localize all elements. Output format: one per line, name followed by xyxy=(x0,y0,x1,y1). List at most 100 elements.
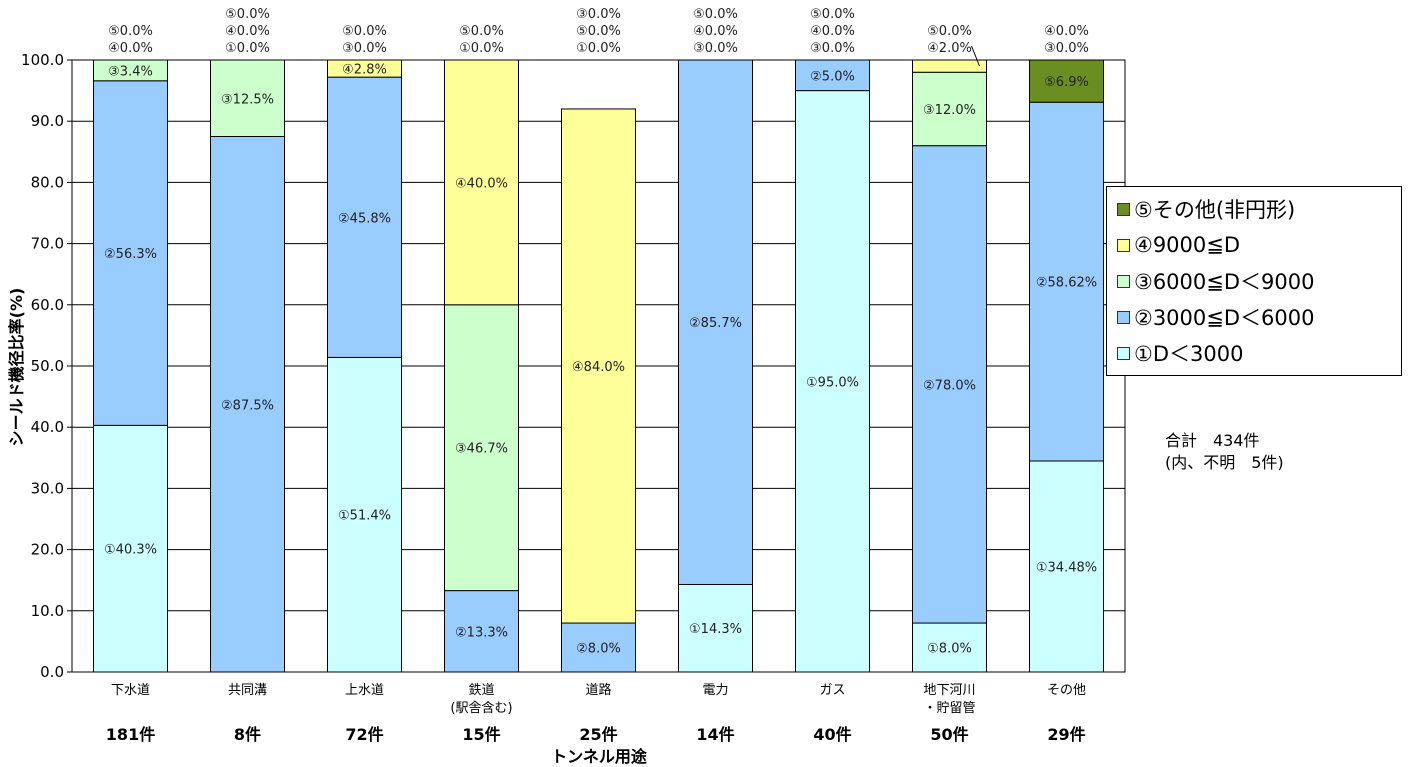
segment-label: ②78.0% xyxy=(923,378,976,393)
segment-label: ③3.4% xyxy=(108,64,153,79)
x-category-label: 地下河川 xyxy=(923,683,975,698)
y-tick-label: 80.0 xyxy=(31,173,64,191)
bar-segment xyxy=(327,59,402,78)
top-zero-label: ③0.0% xyxy=(576,7,621,22)
legend-item: ③6000≦D＜9000 xyxy=(1117,263,1391,299)
x-category-count: 25件 xyxy=(579,725,617,744)
x-category-label: 鉄道 xyxy=(468,683,494,698)
top-zero-label: ⑤0.0% xyxy=(693,7,738,22)
top-zero-label: ④0.0% xyxy=(693,24,738,39)
segment-label: ②87.5% xyxy=(221,398,274,413)
y-tick-label: 50.0 xyxy=(31,357,64,375)
legend-label: ④9000≦D xyxy=(1134,233,1241,257)
segment-label: ②56.3% xyxy=(104,247,157,262)
y-tick-label: 10.0 xyxy=(31,602,64,620)
legend-label: ⑤その他(非円形) xyxy=(1134,198,1296,222)
top-zero-label: ③0.0% xyxy=(342,41,387,56)
y-axis-title: シールド機径比率(%) xyxy=(7,288,26,447)
total-note: 合計 434件 (内、不明 5件) xyxy=(1165,430,1284,474)
legend-swatch xyxy=(1117,274,1130,288)
bar-segment xyxy=(444,304,519,592)
x-category-count: 72件 xyxy=(345,725,383,744)
top-zero-label: ③0.0% xyxy=(1044,41,1089,56)
segment-label: ②5.0% xyxy=(810,69,855,84)
legend: ⑤その他(非円形) ④9000≦D ③6000≦D＜9000 ②3000≦D＜6000… xyxy=(1106,186,1402,376)
top-zero-label: ⑤0.0% xyxy=(225,7,270,22)
legend-item: ④9000≦D xyxy=(1117,227,1391,263)
bar-segment xyxy=(912,622,987,673)
y-tick-label: 30.0 xyxy=(31,479,64,497)
segment-label: ①34.48% xyxy=(1036,560,1097,575)
x-category-label: 電力 xyxy=(702,683,728,698)
segment-label: ①40.3% xyxy=(104,543,157,558)
legend-item: ⑤その他(非円形) xyxy=(1117,191,1391,227)
top-zero-label: ①0.0% xyxy=(576,41,621,56)
x-category-count: 8件 xyxy=(234,725,261,744)
bar-segment xyxy=(912,59,987,73)
segment-label: ②85.7% xyxy=(689,316,742,331)
top-zero-label: ⑤0.0% xyxy=(810,7,855,22)
segment-label: ①95.0% xyxy=(806,375,859,390)
x-category-label: 上水道 xyxy=(345,683,384,698)
top-zero-label: ④0.0% xyxy=(225,24,270,39)
segment-label: ④2.8% xyxy=(342,63,387,78)
bar-segment xyxy=(912,71,987,147)
total-count: 合計 434件 xyxy=(1165,431,1260,450)
segment-labels: ①40.3% ②56.3% ③3.4% ⑤0.0% ④0.0% ②87.5% ③12.5% ⑤… xyxy=(104,7,1097,657)
legend-swatch xyxy=(1117,310,1130,324)
top-zero-label: ⑤0.0% xyxy=(927,24,972,39)
top-zero-label: ⑤0.0% xyxy=(342,24,387,39)
top-zero-label: ④0.0% xyxy=(810,24,855,39)
x-category-label: 下水道 xyxy=(111,683,150,698)
y-axis: 0.0 10.0 20.0 30.0 40.0 50.0 60.0 70.0 80.0 90.0 1… xyxy=(21,51,72,681)
legend-item: ②3000≦D＜6000 xyxy=(1117,299,1391,335)
segment-label: ④40.0% xyxy=(455,176,508,191)
x-category-sublabel: (駅舎含む) xyxy=(450,700,512,716)
top-zero-label: ③0.0% xyxy=(693,41,738,56)
x-category-label: ガス xyxy=(819,683,845,698)
bar-segment xyxy=(678,59,753,585)
legend-item: ①D＜3000 xyxy=(1117,335,1391,371)
top-zero-label: ⑤0.0% xyxy=(576,24,621,39)
segment-label: ②13.3% xyxy=(455,625,508,640)
bar-segment xyxy=(444,590,519,673)
bars xyxy=(93,59,1104,673)
top-zero-label: ①0.0% xyxy=(225,41,270,56)
x-category-count: 29件 xyxy=(1047,725,1085,744)
bar-segment xyxy=(678,583,753,673)
y-tick-label: 60.0 xyxy=(31,296,64,314)
leader-line xyxy=(971,45,980,67)
y-tick-label: 100.0 xyxy=(21,51,64,69)
segment-label: ①51.4% xyxy=(338,509,391,524)
bar-segment xyxy=(912,145,987,624)
top-zero-label: ④0.0% xyxy=(108,41,153,56)
y-tick-label: 90.0 xyxy=(31,112,64,130)
bar-segment xyxy=(93,59,168,82)
x-category-label: 共同溝 xyxy=(228,683,267,698)
x-category-label: 道路 xyxy=(585,682,611,698)
bar-segment xyxy=(210,136,285,673)
x-category-count: 14件 xyxy=(696,725,734,744)
x-category-count: 15件 xyxy=(462,725,500,744)
x-category-count: 40件 xyxy=(813,725,851,744)
legend-label: ②3000≦D＜6000 xyxy=(1134,306,1315,330)
bar-segment xyxy=(93,80,168,426)
top-zero-label: ①0.0% xyxy=(459,41,504,56)
bar-segment xyxy=(210,59,285,137)
segment-label: ②45.8% xyxy=(338,211,391,226)
segment-label: ③12.5% xyxy=(221,92,274,107)
legend-swatch xyxy=(1117,202,1130,216)
top-zero-label: ③0.0% xyxy=(810,41,855,56)
x-axis-title: トンネル用途 xyxy=(551,747,648,766)
top-zero-label: ⑤0.0% xyxy=(459,24,504,39)
legend-swatch xyxy=(1117,238,1130,252)
x-category-count: 50件 xyxy=(930,725,968,744)
bar-segment xyxy=(444,59,519,306)
top-zero-label: ④2.0% xyxy=(927,41,972,56)
y-tick-label: 40.0 xyxy=(31,418,64,436)
segment-label: ⑤6.9% xyxy=(1044,75,1089,90)
y-tick-label: 20.0 xyxy=(31,541,64,559)
bar-segment xyxy=(327,356,402,673)
segment-label: ④84.0% xyxy=(572,360,625,375)
